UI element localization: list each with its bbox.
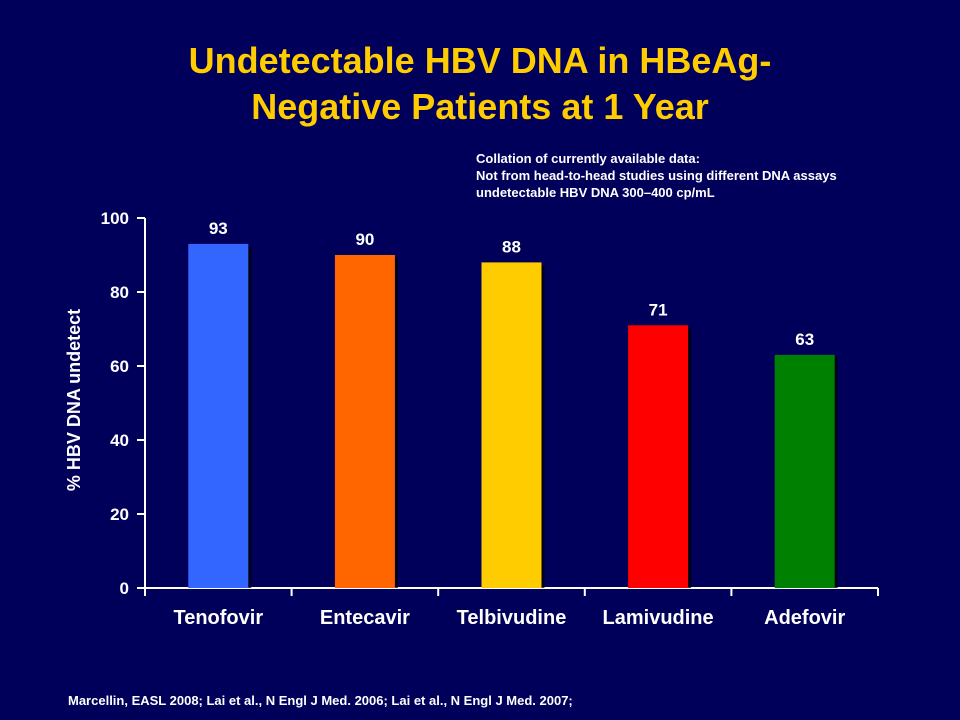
y-tick-label: 100: [101, 209, 129, 228]
data-note: Collation of currently available data: N…: [476, 150, 837, 201]
bar-entecavir: [334, 255, 395, 588]
category-label-adefovir: Adefovir: [764, 607, 845, 629]
data-note-line-1: Collation of currently available data:: [476, 151, 700, 166]
slide-title: Undetectable HBV DNA in HBeAg- Negative …: [60, 38, 900, 130]
y-tick-label: 0: [120, 579, 129, 598]
data-note-line-2: Not from head-to-head studies using diff…: [476, 168, 837, 183]
slide-title-line-1: Undetectable HBV DNA in HBeAg-: [188, 40, 772, 81]
data-label-entecavir: 90: [355, 230, 374, 249]
data-label-adefovir: 63: [795, 330, 814, 349]
data-label-lamivudine: 71: [649, 300, 668, 319]
data-note-line-3: undetectable HBV DNA 300–400 cp/mL: [476, 185, 715, 200]
bar-adefovir: [774, 354, 835, 588]
category-label-telbivudine: Telbivudine: [457, 607, 567, 629]
y-tick-label: 60: [110, 357, 129, 376]
y-tick-label: 20: [110, 505, 129, 524]
bar-telbivudine: [481, 262, 542, 588]
category-label-tenofovir: Tenofovir: [173, 607, 263, 629]
bar-lamivudine: [628, 325, 689, 588]
y-tick-label: 40: [110, 431, 129, 450]
bar-tenofovir: [188, 243, 249, 588]
citation: Marcellin, EASL 2008; Lai et al., N Engl…: [68, 693, 573, 708]
category-label-entecavir: Entecavir: [320, 607, 410, 629]
category-label-lamivudine: Lamivudine: [603, 607, 714, 629]
data-label-telbivudine: 88: [502, 237, 521, 256]
data-label-tenofovir: 93: [209, 219, 228, 238]
slide-title-line-2: Negative Patients at 1 Year: [251, 86, 709, 127]
y-axis-title: % HBV DNA undetect: [64, 309, 84, 491]
y-tick-label: 80: [110, 283, 129, 302]
